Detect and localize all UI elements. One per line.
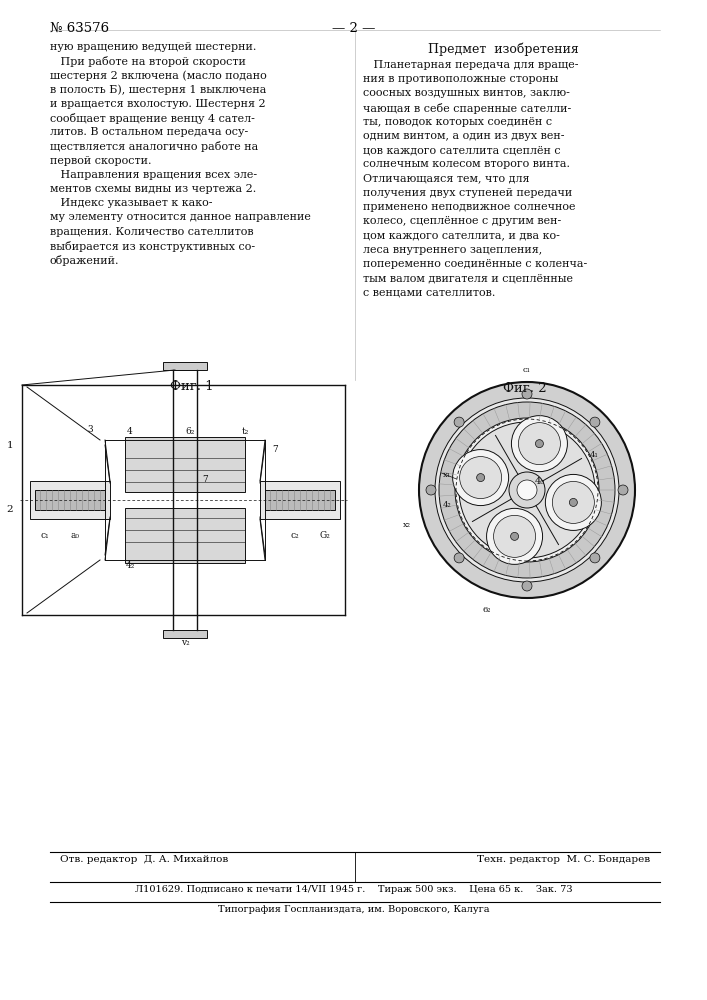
Text: t₂: t₂ — [241, 428, 249, 436]
Text: шестерня 2 включена (масло подано: шестерня 2 включена (масло подано — [50, 70, 267, 81]
Circle shape — [455, 418, 599, 562]
Text: первой скорости.: первой скорости. — [50, 156, 151, 166]
Text: ображений.: ображений. — [50, 255, 119, 266]
Circle shape — [510, 532, 518, 540]
Bar — [163, 362, 207, 370]
Circle shape — [522, 389, 532, 399]
Circle shape — [590, 417, 600, 427]
Text: 4₂: 4₂ — [443, 501, 451, 509]
Text: леса внутреннего зацепления,: леса внутреннего зацепления, — [363, 245, 542, 255]
Text: 6₂: 6₂ — [483, 606, 491, 614]
Text: соосных воздушных винтов, заклю-: соосных воздушных винтов, заклю- — [363, 88, 570, 98]
Text: 4₀: 4₀ — [535, 478, 545, 487]
Text: цом каждого сателлита, и два ко-: цом каждого сателлита, и два ко- — [363, 230, 560, 240]
Text: му элементу относится данное направление: му элементу относится данное направление — [50, 212, 311, 222]
Text: чающая в себе спаренные сателли-: чающая в себе спаренные сателли- — [363, 103, 571, 114]
Text: в полость Б), шестерня 1 выключена: в полость Б), шестерня 1 выключена — [50, 85, 267, 95]
Text: 7: 7 — [272, 446, 278, 454]
Bar — [35, 490, 105, 510]
Text: выбирается из конструктивных со-: выбирается из конструктивных со- — [50, 241, 255, 252]
Bar — [125, 437, 245, 492]
Bar — [163, 630, 207, 638]
Circle shape — [477, 474, 484, 482]
Bar — [260, 481, 340, 519]
Text: Направления вращения всех эле-: Направления вращения всех эле- — [50, 170, 257, 180]
Text: колесо, сцеплённое с другим вен-: колесо, сцеплённое с другим вен- — [363, 216, 561, 226]
Text: попеременно соединённые с коленча-: попеременно соединённые с коленча- — [363, 259, 588, 269]
Text: Фиг. 1: Фиг. 1 — [170, 380, 214, 393]
Text: Отв. редактор  Д. А. Михайлов: Отв. редактор Д. А. Михайлов — [60, 855, 228, 864]
Text: v₂: v₂ — [180, 638, 189, 647]
Text: c₁: c₁ — [41, 531, 49, 540]
Text: a₀: a₀ — [71, 531, 79, 540]
Text: 4: 4 — [127, 428, 133, 436]
Circle shape — [454, 553, 464, 563]
Circle shape — [535, 440, 544, 448]
Text: Л101629. Подписано к печати 14/VII 1945 г.    Тираж 500 экз.    Цена 65 к.    За: Л101629. Подписано к печати 14/VII 1945 … — [135, 885, 573, 894]
Circle shape — [493, 515, 536, 557]
Text: № 63576: № 63576 — [50, 22, 109, 35]
Text: G₂: G₂ — [320, 531, 330, 540]
Circle shape — [419, 382, 635, 598]
Text: ную вращению ведущей шестерни.: ную вращению ведущей шестерни. — [50, 42, 257, 52]
Text: 7: 7 — [202, 476, 208, 485]
Text: Фиг. 2: Фиг. 2 — [503, 382, 547, 395]
Text: с венцами сателлитов.: с венцами сателлитов. — [363, 287, 496, 297]
Circle shape — [509, 472, 545, 508]
Circle shape — [517, 480, 537, 500]
Circle shape — [454, 417, 464, 427]
Circle shape — [511, 416, 568, 472]
Text: солнечным колесом второго винта.: солнечным колесом второго винта. — [363, 159, 570, 169]
Circle shape — [552, 481, 595, 523]
Text: тым валом двигателя и сцеплённые: тым валом двигателя и сцеплённые — [363, 273, 573, 283]
Text: 4₁: 4₁ — [590, 451, 599, 459]
Text: ществляется аналогично работе на: ществляется аналогично работе на — [50, 141, 258, 152]
Text: вращения. Количество сателлитов: вращения. Количество сателлитов — [50, 227, 254, 237]
Circle shape — [486, 508, 542, 564]
Text: одним винтом, а один из двух вен-: одним винтом, а один из двух вен- — [363, 131, 564, 141]
Circle shape — [435, 398, 619, 582]
Text: x₂: x₂ — [403, 521, 411, 529]
Bar — [30, 481, 110, 519]
Text: x₁: x₁ — [443, 471, 451, 479]
Text: 1: 1 — [6, 440, 13, 450]
Circle shape — [618, 485, 628, 495]
Circle shape — [459, 422, 595, 558]
Text: литов. В остальном передача осу-: литов. В остальном передача осу- — [50, 127, 248, 137]
Bar — [125, 508, 245, 563]
Text: и вращается вхолостую. Шестерня 2: и вращается вхолостую. Шестерня 2 — [50, 99, 266, 109]
Circle shape — [460, 457, 502, 499]
Text: Предмет  изобретения: Предмет изобретения — [428, 42, 578, 55]
Circle shape — [590, 553, 600, 563]
Text: Типография Госпланиздата, им. Воровского, Калуга: Типография Госпланиздата, им. Воровского… — [218, 905, 490, 914]
Text: 6₂: 6₂ — [185, 428, 194, 436]
Text: Планетарная передача для враще-: Планетарная передача для враще- — [363, 60, 578, 70]
Circle shape — [569, 498, 578, 506]
Circle shape — [545, 474, 602, 530]
Text: — 2 —: — 2 — — [332, 22, 375, 35]
Circle shape — [518, 423, 561, 465]
Text: ния в противоположные стороны: ния в противоположные стороны — [363, 74, 559, 84]
Text: c₂: c₂ — [291, 531, 299, 540]
Circle shape — [452, 450, 508, 506]
Text: c₁: c₁ — [523, 366, 531, 374]
Text: При работе на второй скорости: При работе на второй скорости — [50, 56, 246, 67]
Circle shape — [522, 581, 532, 591]
Text: получения двух ступеней передачи: получения двух ступеней передачи — [363, 188, 572, 198]
Text: Техн. редактор  М. С. Бондарев: Техн. редактор М. С. Бондарев — [477, 855, 650, 864]
Text: ты, поводок которых соединён с: ты, поводок которых соединён с — [363, 117, 552, 127]
Text: 3: 3 — [87, 426, 93, 434]
Text: 4₂: 4₂ — [125, 560, 135, 570]
Text: ментов схемы видны из чертежа 2.: ментов схемы видны из чертежа 2. — [50, 184, 256, 194]
Circle shape — [439, 402, 615, 578]
Text: сообщает вращение венцу 4 сател-: сообщает вращение венцу 4 сател- — [50, 113, 255, 124]
Text: применено неподвижное солнечное: применено неподвижное солнечное — [363, 202, 575, 212]
Bar — [265, 490, 335, 510]
Text: 2: 2 — [6, 506, 13, 514]
Text: цов каждого сателлита сцеплён с: цов каждого сателлита сцеплён с — [363, 145, 561, 155]
Text: Индекс указывает к како-: Индекс указывает к како- — [50, 198, 213, 208]
Circle shape — [426, 485, 436, 495]
Text: Отличающаяся тем, что для: Отличающаяся тем, что для — [363, 174, 530, 184]
